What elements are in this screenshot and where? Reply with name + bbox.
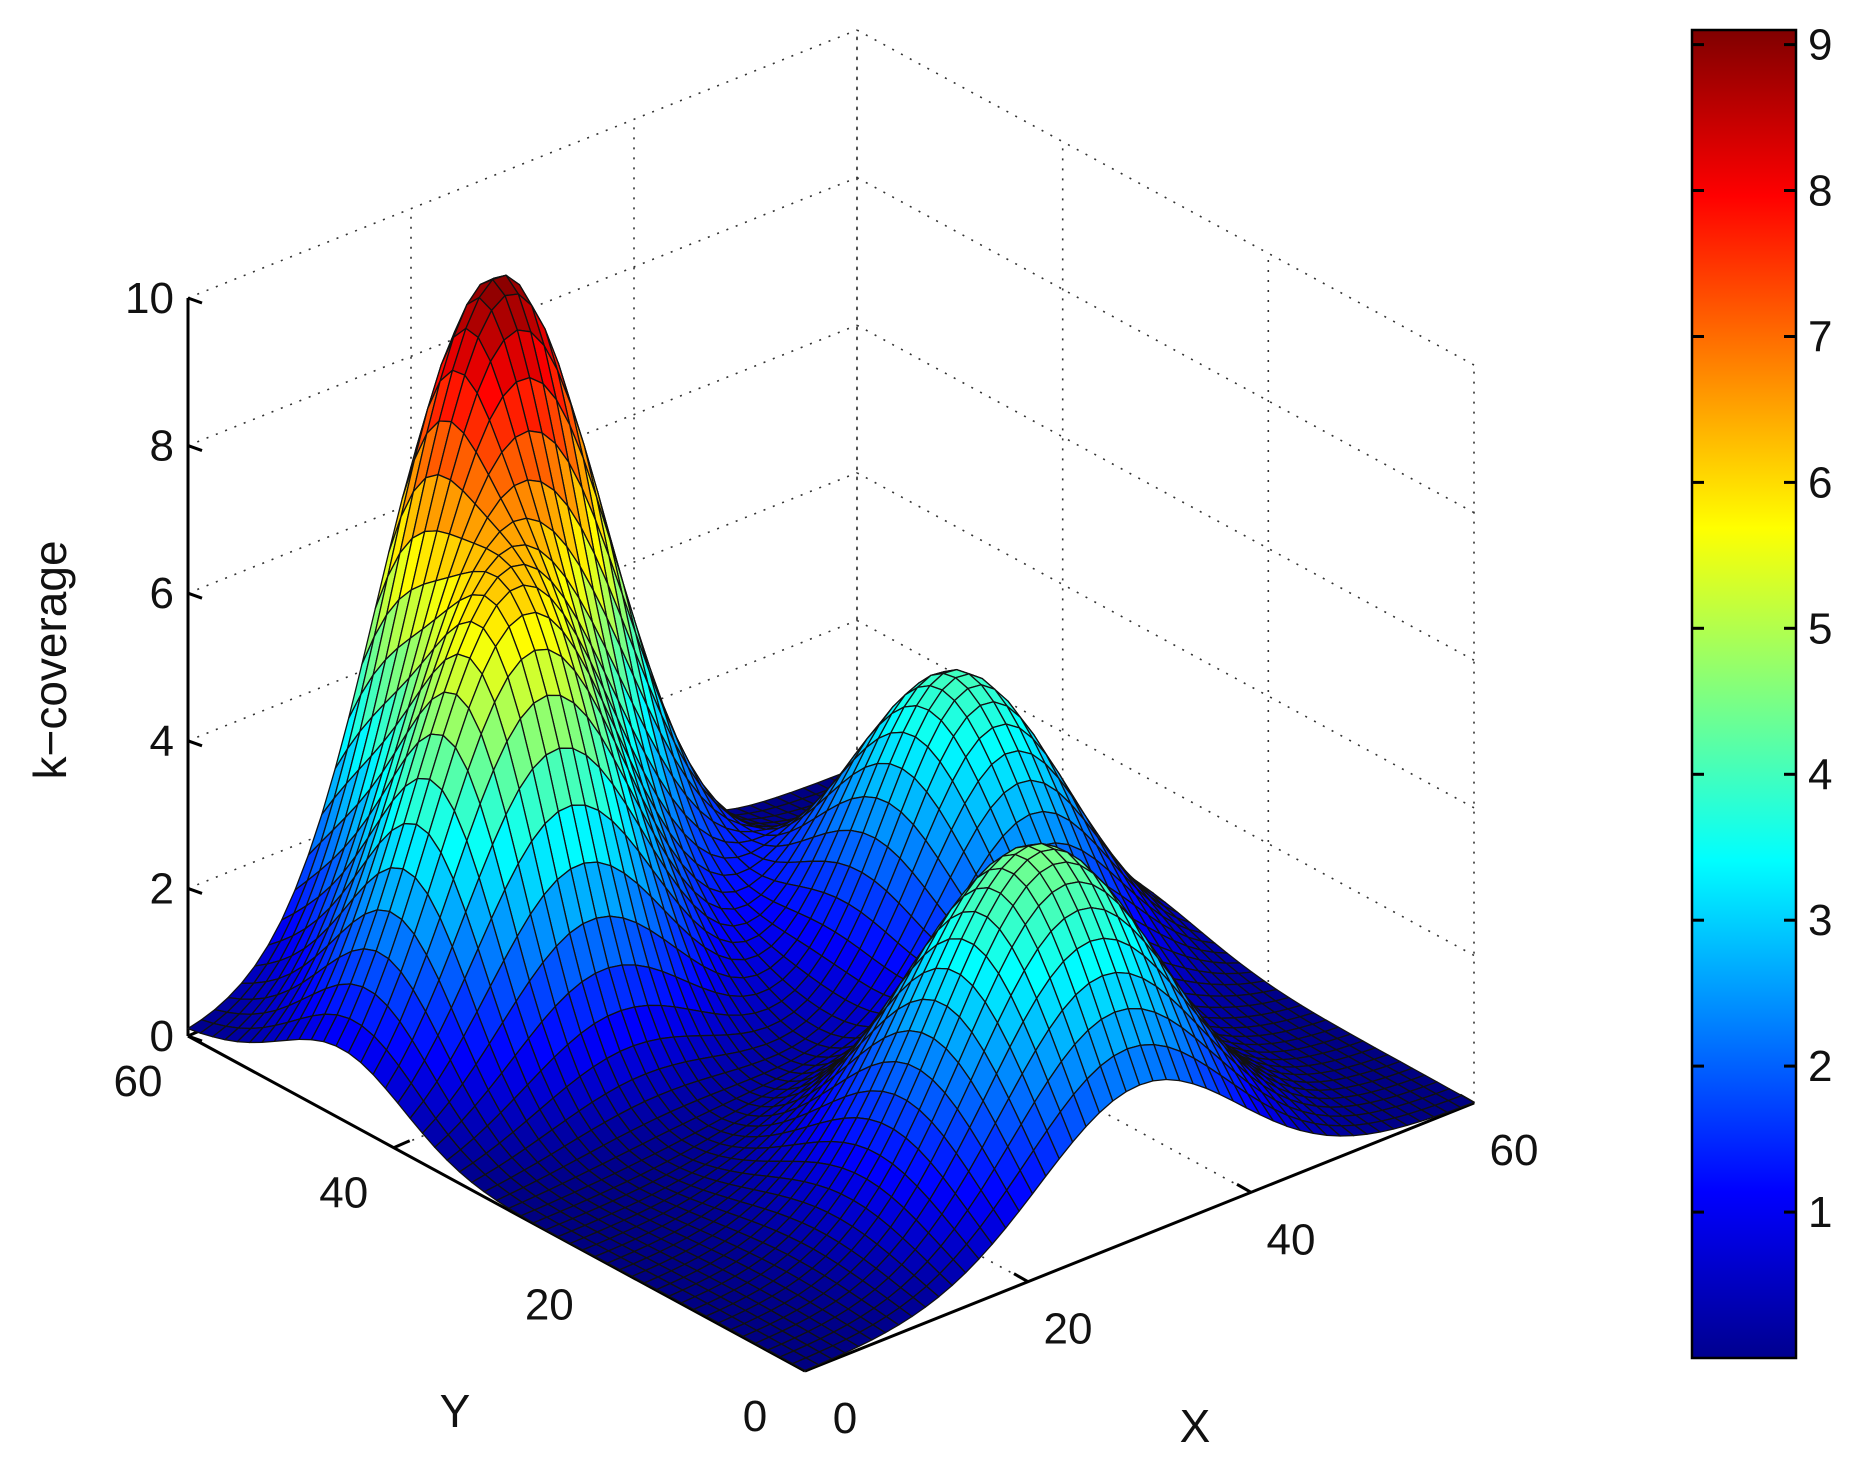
y-tick-label: 60 bbox=[114, 1057, 163, 1106]
colorbar-ticks: 1 2 3 4 5 6 7 8 9 bbox=[1692, 21, 1832, 1237]
z-tick-mark bbox=[187, 444, 203, 453]
colorbar-tick-label: 8 bbox=[1808, 167, 1832, 216]
z-tick-mark bbox=[187, 296, 203, 305]
z-tick-label: 6 bbox=[150, 569, 174, 618]
x-tick-mark bbox=[1013, 1272, 1029, 1284]
colorbar-tick-label: 6 bbox=[1808, 458, 1832, 507]
x-axis-line bbox=[804, 1101, 1475, 1373]
colorbar-tick-label: 4 bbox=[1808, 750, 1832, 799]
z-tick-label: 8 bbox=[150, 422, 174, 471]
y-tick-label: 20 bbox=[525, 1280, 574, 1329]
colorbar-gradient bbox=[1690, 28, 1798, 1360]
z-grid-line bbox=[856, 176, 1475, 514]
colorbar-tick-label: 5 bbox=[1808, 604, 1832, 653]
surface-mesh bbox=[187, 274, 1475, 1372]
x-tick-label: 60 bbox=[1490, 1126, 1539, 1175]
x-tick-label: 40 bbox=[1267, 1215, 1316, 1264]
z-grid-line bbox=[856, 619, 1475, 957]
z-tick-label: 0 bbox=[150, 1012, 174, 1061]
z-axis-label: k−coverage bbox=[24, 540, 76, 779]
z-tick-mark bbox=[187, 591, 203, 600]
y-tick-label: 40 bbox=[319, 1169, 368, 1218]
z-grid-line bbox=[856, 324, 1475, 661]
colorbar-tick-label: 2 bbox=[1808, 1042, 1832, 1091]
x-tick-label: 20 bbox=[1044, 1305, 1093, 1354]
z-grid-line bbox=[856, 472, 1475, 809]
z-tick-label: 2 bbox=[150, 864, 174, 913]
colorbar-tick-label: 3 bbox=[1808, 896, 1832, 945]
x-axis-label: X bbox=[1180, 1400, 1211, 1452]
z-tick-mark bbox=[187, 739, 203, 748]
y-axis-label: Y bbox=[440, 1385, 471, 1437]
z-tick-label: 4 bbox=[150, 717, 174, 766]
colorbar-tick-label: 1 bbox=[1808, 1188, 1832, 1237]
surface-cell bbox=[792, 1357, 820, 1372]
colorbar-tick-label: 9 bbox=[1808, 21, 1832, 70]
y-axis-line bbox=[187, 1034, 806, 1373]
z-tick-label: 10 bbox=[125, 274, 174, 323]
x-tick-label: 0 bbox=[833, 1394, 857, 1443]
y-tick-label: 0 bbox=[743, 1392, 767, 1441]
z-grid-line bbox=[856, 29, 1475, 366]
z-tick-mark bbox=[187, 886, 203, 895]
z-grid-line bbox=[187, 29, 858, 299]
x-tick-mark bbox=[1236, 1182, 1252, 1194]
colorbar-tick-label: 7 bbox=[1808, 313, 1832, 362]
colorbar: 1 2 3 4 5 6 7 8 9 bbox=[1690, 21, 1832, 1360]
y-tick-mark bbox=[393, 1139, 411, 1150]
z-tick-mark bbox=[187, 1034, 203, 1043]
